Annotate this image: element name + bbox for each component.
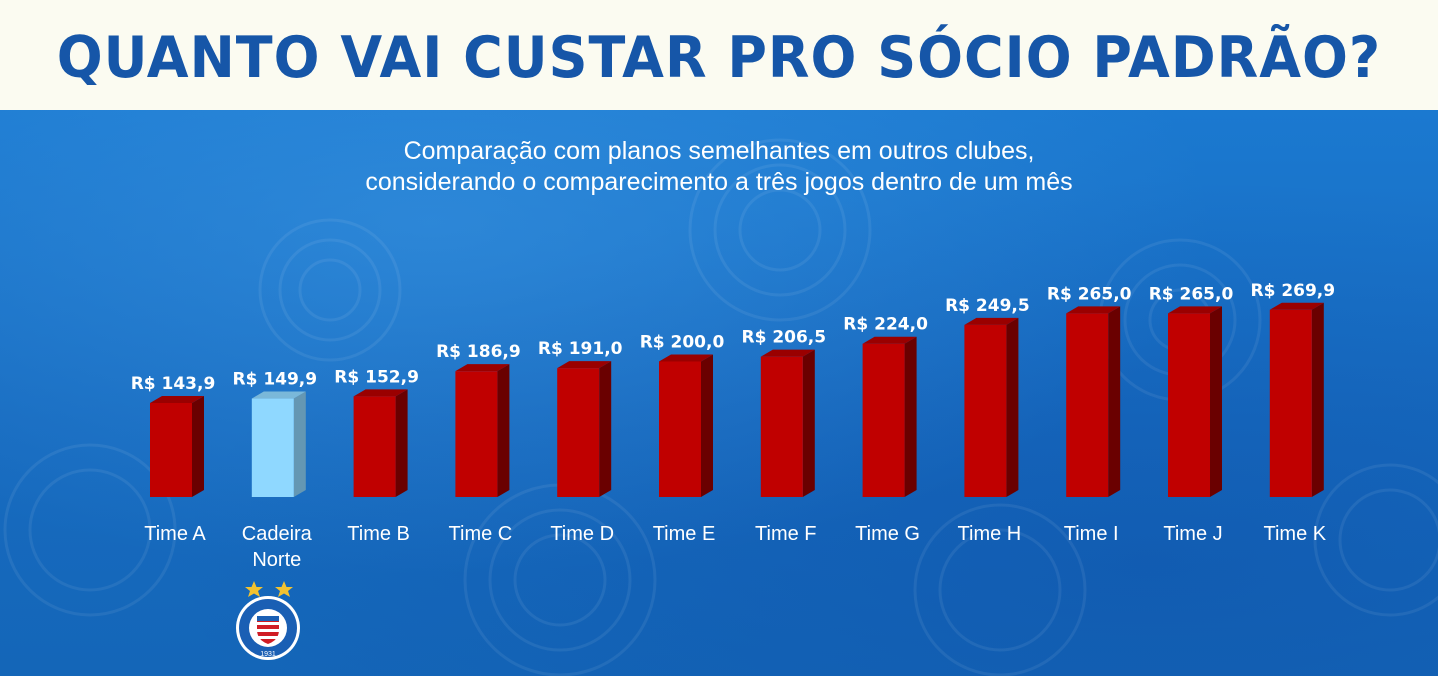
value-label: R$ 265,0 xyxy=(1149,284,1234,304)
bar-time-b xyxy=(353,389,408,497)
category-label: Time B xyxy=(347,523,410,545)
bar-top xyxy=(150,396,204,403)
value-label: R$ 149,9 xyxy=(232,370,317,390)
category-label: Time E xyxy=(652,523,716,545)
bar-side xyxy=(1006,317,1019,497)
bar-top xyxy=(1168,306,1222,314)
bar-side xyxy=(497,364,510,497)
star-icon xyxy=(245,581,263,597)
bar-time-g xyxy=(862,336,917,497)
value-label: R$ 206,5 xyxy=(741,328,826,348)
bar-side xyxy=(1210,306,1222,497)
bar-time-c xyxy=(455,364,510,497)
category-label: Time C xyxy=(448,523,513,545)
bar-time-f xyxy=(760,349,815,497)
category-label: Time G xyxy=(855,523,920,545)
bar-time-e xyxy=(659,354,713,497)
bar-front xyxy=(1269,309,1312,497)
value-label: R$ 224,0 xyxy=(843,315,928,335)
bar-front xyxy=(150,403,192,497)
bar-time-i xyxy=(1066,306,1121,497)
bar-time-k xyxy=(1269,302,1324,497)
bar-top xyxy=(659,354,713,362)
bar-time-d xyxy=(557,361,612,497)
bar-side xyxy=(1311,302,1324,497)
bar-time-h xyxy=(964,317,1019,497)
subtitle-line-2: considerando o comparecimento a três jog… xyxy=(365,168,1073,196)
bar-front xyxy=(862,343,905,497)
bar-side xyxy=(904,336,917,497)
bar-side xyxy=(701,354,713,497)
value-label: R$ 269,9 xyxy=(1250,281,1335,301)
bar-cadeira-norte xyxy=(251,391,306,497)
bar-top xyxy=(1066,306,1121,314)
bar-front xyxy=(760,356,803,497)
category-label: Time A xyxy=(144,523,206,545)
bar-top xyxy=(760,349,815,357)
bar-side xyxy=(1108,306,1121,497)
bar-side xyxy=(599,361,612,497)
value-label: R$ 265,0 xyxy=(1047,284,1132,304)
category-label: Time K xyxy=(1263,523,1327,545)
bar-top xyxy=(251,391,306,399)
bar-front xyxy=(1066,313,1109,497)
club-crest: 1931 xyxy=(236,581,300,660)
bar-front xyxy=(353,396,396,497)
value-label: R$ 200,0 xyxy=(640,332,725,352)
value-label: R$ 191,0 xyxy=(538,339,623,359)
bar-side xyxy=(192,396,204,497)
subtitle-line-1: Comparação com planos semelhantes em out… xyxy=(403,137,1035,165)
category-label: Time I xyxy=(1063,523,1119,545)
value-label: R$ 249,5 xyxy=(945,296,1030,316)
category-label: Cadeira Norte xyxy=(241,523,312,571)
bar-front xyxy=(557,368,600,497)
category-label: Time F xyxy=(755,523,817,545)
bar-time-a xyxy=(150,396,204,497)
page-title: QUANTO VAI CUSTAR PRO SÓCIO PADRÃO? xyxy=(56,24,1382,91)
star-icon xyxy=(275,581,293,597)
bar-front xyxy=(964,324,1007,497)
value-label: R$ 152,9 xyxy=(334,367,419,387)
bar-side xyxy=(293,391,306,497)
bar-top xyxy=(964,317,1019,325)
header-banner xyxy=(0,0,1438,110)
value-label: R$ 143,9 xyxy=(131,374,216,394)
category-label: Time J xyxy=(1163,523,1223,545)
bar-side xyxy=(395,389,408,497)
crest-year: 1931 xyxy=(260,651,276,658)
bar-top xyxy=(862,336,917,344)
bar-front xyxy=(455,371,498,497)
bar-front xyxy=(659,361,701,497)
chart-subtitle: Comparação com planos semelhantes em out… xyxy=(0,136,1438,198)
bar-top xyxy=(455,364,510,372)
category-label: Time H xyxy=(957,523,1022,545)
category-label: Time D xyxy=(550,523,615,545)
bar-side xyxy=(802,349,815,497)
bar-front xyxy=(1168,313,1210,497)
bar-front xyxy=(251,398,294,497)
bar-top xyxy=(1269,302,1324,310)
bar-top xyxy=(353,389,408,397)
value-label: R$ 186,9 xyxy=(436,342,521,362)
bar-top xyxy=(557,361,612,369)
bar-time-j xyxy=(1168,306,1222,497)
